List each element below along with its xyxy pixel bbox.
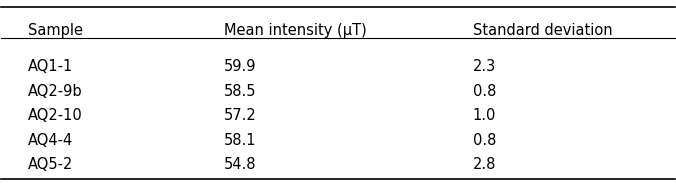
Text: AQ2-9b: AQ2-9b xyxy=(28,84,83,99)
Text: 2.3: 2.3 xyxy=(473,59,496,74)
Text: 0.8: 0.8 xyxy=(473,84,496,99)
Text: Mean intensity (μT): Mean intensity (μT) xyxy=(224,23,366,38)
Text: 57.2: 57.2 xyxy=(224,108,256,123)
Text: 1.0: 1.0 xyxy=(473,108,496,123)
Text: AQ2-10: AQ2-10 xyxy=(28,108,83,123)
Text: 54.8: 54.8 xyxy=(224,157,256,172)
Text: AQ1-1: AQ1-1 xyxy=(28,59,74,74)
Text: 0.8: 0.8 xyxy=(473,133,496,148)
Text: 58.5: 58.5 xyxy=(224,84,256,99)
Text: 2.8: 2.8 xyxy=(473,157,496,172)
Text: AQ4-4: AQ4-4 xyxy=(28,133,74,148)
Text: AQ5-2: AQ5-2 xyxy=(28,157,74,172)
Text: 58.1: 58.1 xyxy=(224,133,256,148)
Text: Standard deviation: Standard deviation xyxy=(473,23,612,38)
Text: 59.9: 59.9 xyxy=(224,59,256,74)
Text: Sample: Sample xyxy=(28,23,83,38)
